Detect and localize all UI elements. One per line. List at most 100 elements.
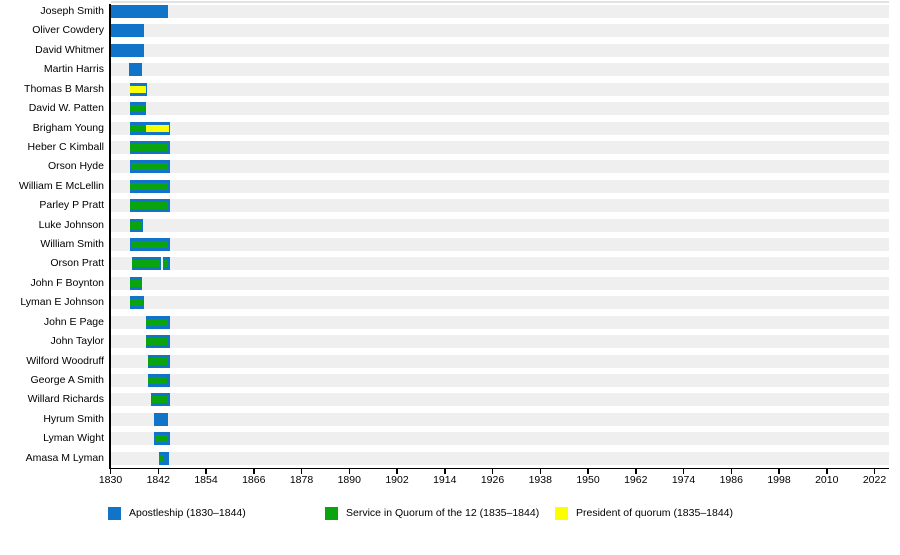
timeline-track — [110, 296, 889, 310]
quorum-overlay — [130, 221, 142, 229]
quorum-overlay — [131, 241, 168, 249]
timeline-track — [110, 393, 889, 407]
person-label: Hyrum Smith — [43, 412, 104, 425]
plot-top-border — [110, 1, 889, 3]
axis-tick-label: 1830 — [98, 473, 123, 486]
person-label: Orson Pratt — [50, 257, 104, 270]
president-overlay — [145, 124, 169, 132]
axis-tick-label: 1998 — [767, 473, 791, 486]
quorum-overlay — [159, 454, 163, 462]
legend-label-president: President of quorum (1835–1844) — [576, 507, 734, 519]
person-label: William Smith — [40, 238, 104, 251]
person-label: Martin Harris — [43, 63, 104, 76]
x-axis-line — [109, 467, 889, 469]
axis-tick-label: 1914 — [433, 473, 457, 486]
quorum-overlay — [130, 202, 168, 210]
quorum-overlay — [130, 143, 169, 151]
quorum-overlay — [163, 260, 169, 268]
timeline-track — [110, 412, 889, 426]
axis-tick-label: 1950 — [576, 473, 600, 486]
axis-tick — [587, 469, 589, 474]
person-label: Thomas B Marsh — [24, 82, 104, 95]
timeline-track — [110, 451, 889, 465]
person-label: Lyman E Johnson — [20, 296, 104, 309]
timeline-track — [110, 43, 889, 57]
axis-tick-label: 1962 — [624, 473, 648, 486]
legend-label-quorum: Service in Quorum of the 12 (1835–1844) — [346, 507, 540, 519]
person-label: Luke Johnson — [38, 218, 104, 231]
apostleship-bar — [110, 24, 144, 38]
legend-label-apostleship: Apostleship (1830–1844) — [129, 507, 246, 519]
person-label: John F Boynton — [30, 276, 104, 289]
quorum-overlay — [131, 260, 161, 268]
timeline-track — [110, 276, 889, 290]
person-label: Oliver Cowdery — [32, 24, 104, 37]
axis-tick — [109, 469, 112, 474]
axis-tick-label: 2010 — [815, 473, 839, 486]
axis-tick — [635, 469, 637, 474]
person-label: Heber C Kimball — [27, 140, 104, 153]
quorum-overlay — [146, 318, 168, 326]
person-label: Amasa M Lyman — [25, 451, 104, 464]
apostleship-bar — [159, 451, 169, 465]
person-label: George A Smith — [30, 373, 104, 386]
timeline-track — [110, 373, 889, 387]
timeline-track — [110, 160, 889, 174]
axis-tick — [730, 469, 732, 474]
axis-tick-label: 1842 — [146, 473, 170, 486]
plot-area: Joseph Smith Oliver Cowdery David Whitmer M… — [18, 1, 889, 486]
timeline-track — [110, 140, 889, 154]
axis-tick-label: 1926 — [480, 473, 505, 486]
legend-swatch-apostleship — [108, 507, 121, 520]
axis-tick-label: 2022 — [862, 473, 887, 486]
axis-tick — [348, 469, 350, 474]
apostleship-bar — [110, 43, 144, 57]
quorum-overlay — [130, 105, 145, 113]
quorum-overlay — [130, 124, 146, 132]
axis-tick — [778, 469, 780, 474]
timeline-track — [110, 354, 889, 368]
axis-tick-label: 1938 — [528, 473, 552, 486]
person-label: William E McLellin — [18, 179, 104, 192]
axis-tick — [253, 469, 255, 474]
axis-tick — [444, 469, 446, 474]
axis-tick-label: 1854 — [194, 473, 218, 486]
timeline-track — [110, 238, 889, 252]
timeline-track — [110, 102, 889, 116]
axis-tick-label: 1878 — [289, 473, 314, 486]
axis-tick-label: 1902 — [385, 473, 409, 486]
axis-tick — [826, 469, 828, 474]
person-label: Wilford Woodruff — [26, 354, 104, 367]
person-label: Joseph Smith — [40, 5, 104, 17]
person-label: John Taylor — [50, 335, 104, 348]
axis-tick — [491, 469, 494, 474]
timeline-track — [110, 24, 889, 38]
quorum-overlay — [130, 279, 142, 287]
timeline-track — [110, 218, 889, 232]
quorum-overlay — [146, 338, 168, 346]
timeline-track — [110, 179, 889, 193]
timeline-track — [110, 257, 889, 271]
axis-tick — [682, 469, 685, 474]
president-overlay — [130, 85, 146, 93]
person-label: David Whitmer — [35, 43, 104, 56]
timeline-track — [110, 82, 889, 96]
legend-swatch-president — [555, 507, 568, 520]
legend: Apostleship (1830–1844) Service in Quorum… — [0, 500, 900, 540]
axis-tick — [300, 469, 303, 474]
axis-tick — [396, 469, 398, 474]
timeline-track — [110, 432, 889, 446]
quorum-overlay — [151, 396, 168, 404]
axis-tick — [873, 469, 876, 474]
axis-tick-label: 1974 — [671, 473, 696, 486]
timeline-track — [110, 315, 889, 329]
axis-tick-label: 1986 — [719, 473, 743, 486]
quorum-overlay — [130, 299, 143, 307]
person-label: David W. Patten — [28, 102, 104, 115]
timeline-track — [110, 121, 889, 135]
person-label: John E Page — [43, 315, 104, 328]
timeline-track — [110, 199, 889, 213]
quorum-overlay — [130, 163, 169, 171]
timeline-track — [110, 335, 889, 349]
